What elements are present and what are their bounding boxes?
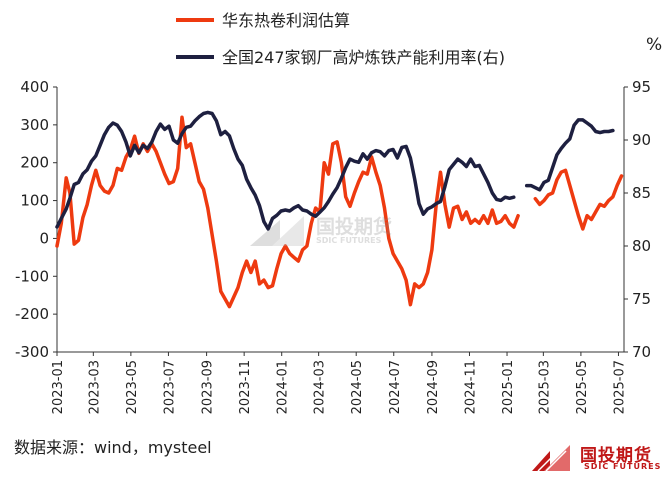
right-tick-label: 75	[632, 290, 651, 308]
x-tick-label: 2023-07	[162, 360, 177, 414]
left-tick-label: 0	[39, 229, 49, 247]
x-tick-label: 2025-01	[501, 360, 516, 414]
right-tick-label: 70	[632, 343, 651, 361]
x-tick-label: 2024-11	[463, 360, 478, 414]
x-tick-label: 2025-03	[537, 360, 552, 414]
utilization-series-line-segment-0	[55, 110, 516, 231]
x-tick-label: 2025-07	[612, 360, 627, 414]
legend: 华东热卷利润估算 全国247家钢厂高炉炼铁产能利用率(右)	[176, 11, 505, 67]
left-tick-label: -300	[15, 343, 49, 361]
brand-name: 国投期货	[580, 446, 652, 466]
x-tick-label: 2023-09	[201, 360, 216, 414]
left-tick-label: 100	[20, 192, 49, 210]
x-tick-label: 2023-01	[51, 360, 66, 414]
left-tick-label: 300	[20, 116, 49, 134]
x-tick-label: 2023-11	[238, 360, 253, 414]
x-tick-label: 2023-05	[125, 360, 140, 414]
x-tick-label: 2024-05	[350, 360, 365, 414]
brand-sub: SDIC FUTURES	[584, 462, 662, 471]
source-note: 数据来源：wind，mysteel	[14, 438, 212, 457]
x-tick-label: 2023-03	[87, 360, 102, 414]
utilization-series-line-segment-1	[524, 118, 615, 192]
profit-series-line-segment-1	[533, 168, 624, 231]
legend-label-profit: 华东热卷利润估算	[222, 11, 350, 30]
x-tick-label: 2024-09	[426, 360, 441, 414]
watermark-sub: SDIC FUTURES	[316, 236, 382, 245]
right-tick-label: 85	[632, 184, 651, 202]
x-tick-label: 2025-05	[575, 360, 590, 414]
x-tick-label: 2024-07	[388, 360, 403, 414]
watermark-mark-icon	[250, 216, 304, 246]
brand-mark-icon	[532, 445, 570, 472]
right-tick-label: 80	[632, 237, 651, 255]
profit-series-line-segment-0	[55, 115, 520, 309]
series-lines	[55, 110, 624, 309]
watermark-name: 国投期货	[316, 216, 393, 238]
brand-logo: 国投期货 SDIC FUTURES	[528, 441, 668, 473]
right-axis-unit: %	[646, 35, 662, 55]
x-tick-label: 2024-01	[276, 360, 291, 414]
x-tick-label: 2024-03	[313, 360, 328, 414]
left-tick-label: -100	[15, 267, 49, 285]
watermark: 国投期货 SDIC FUTURES	[242, 210, 422, 250]
left-tick-label: 400	[20, 78, 49, 96]
right-tick-label: 95	[632, 78, 651, 96]
left-tick-label: -200	[15, 305, 49, 323]
left-tick-label: 200	[20, 154, 49, 172]
right-tick-label: 90	[632, 131, 651, 149]
legend-label-utilization: 全国247家钢厂高炉炼铁产能利用率(右)	[222, 48, 505, 67]
axes: 400 300 200 100 0 -100 -200 -300 95 90 85 80 75 70 202…	[15, 78, 651, 414]
